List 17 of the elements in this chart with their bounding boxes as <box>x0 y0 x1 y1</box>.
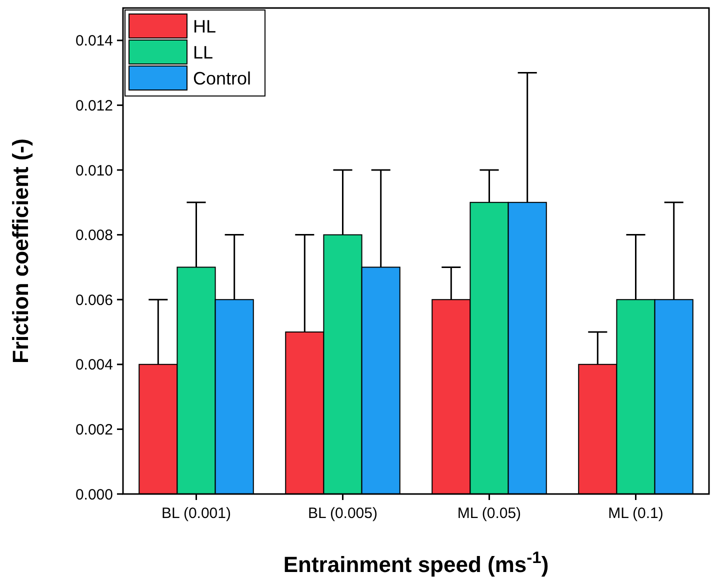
x-tick-label: BL (0.005) <box>308 505 378 522</box>
y-tick-label: 0.014 <box>75 32 113 50</box>
y-tick-label: 0.010 <box>75 162 113 180</box>
x-tick-label: BL (0.001) <box>162 505 231 522</box>
x-axis-title: Entrainment speed (ms$^{-1}$) <box>283 549 549 577</box>
y-tick-label: 0.008 <box>75 227 113 244</box>
y-tick-label: 0.012 <box>75 97 113 114</box>
y-tick-label: 0.006 <box>75 292 113 309</box>
x-tick-label: ML (0.1) <box>608 505 664 522</box>
y-tick-label: 0.002 <box>75 421 113 438</box>
x-tick-label: ML (0.05) <box>457 505 522 522</box>
y-tick-label: 0.000 <box>75 486 113 504</box>
legend-label: Control <box>193 68 252 88</box>
y-tick-label: 0.004 <box>75 356 113 374</box>
legend-label: LL <box>193 42 214 62</box>
legend-label: HL <box>193 16 216 36</box>
y-axis-title: Friction coefficient (-) <box>8 138 33 364</box>
